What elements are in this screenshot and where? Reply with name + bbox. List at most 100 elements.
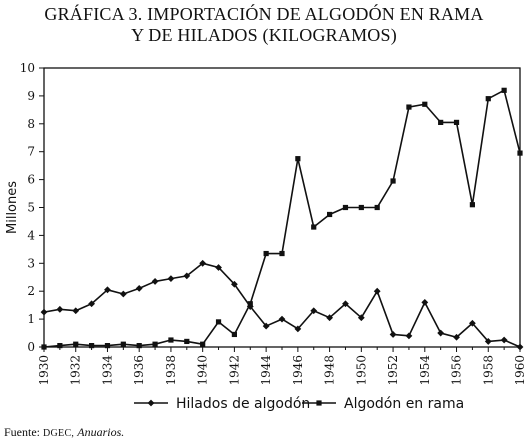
series-1-point <box>357 314 365 322</box>
chart-title-line-2: Y DE HILADOS (KILOGRAMOS) <box>131 25 397 45</box>
legend-label-1: Hilados de algodón <box>176 396 310 412</box>
series-2-point <box>438 119 444 126</box>
series-1-point <box>469 319 476 327</box>
series-2-point <box>374 204 380 211</box>
series-1-point <box>326 314 333 322</box>
y-tick-label: 4 <box>27 228 35 242</box>
series-2-point <box>358 204 364 211</box>
series-1-point <box>119 290 127 298</box>
series-1-point <box>104 286 111 294</box>
series-2-point <box>200 341 206 347</box>
y-tick-label: 7 <box>27 145 35 159</box>
series-1-point <box>262 322 270 330</box>
series-1-point <box>500 336 508 344</box>
series-2-point <box>469 202 475 208</box>
series-2-point <box>120 341 126 347</box>
series-1-point <box>405 332 413 340</box>
series-1-point <box>151 278 159 285</box>
x-tick-label: 1958 <box>481 355 495 386</box>
x-tick-label: 1938 <box>164 355 178 386</box>
legend-label-2: Algodón en rama <box>344 396 464 412</box>
legend-marker-1 <box>147 399 155 407</box>
series-1-point <box>437 329 445 337</box>
x-tick-label: 1930 <box>37 355 51 386</box>
y-tick-label: 8 <box>27 117 35 131</box>
legend-marker-2 <box>316 400 322 406</box>
series-2-point <box>406 104 412 110</box>
series-1-point <box>484 338 492 345</box>
chart-title: GRÁFICA 3. IMPORTACIÓN DE ALGODÓN EN RAM… <box>0 4 528 46</box>
series-1-point <box>56 305 64 313</box>
y-tick-label: 5 <box>27 201 35 215</box>
y-tick-label: 9 <box>27 89 35 103</box>
x-tick-label: 1944 <box>259 355 273 386</box>
series-1-point <box>199 259 207 267</box>
series-2-point <box>41 344 47 350</box>
series-1-point <box>183 272 191 280</box>
y-tick-label: 3 <box>27 256 35 270</box>
y-tick-label: 2 <box>27 284 35 298</box>
series-2-point <box>247 301 253 307</box>
series-2-point <box>485 96 491 102</box>
series-1-point <box>167 275 175 283</box>
series-1-point <box>88 300 95 308</box>
series-2-point <box>327 211 333 218</box>
series-1-point <box>453 333 460 341</box>
x-tick-label: 1932 <box>69 355 83 386</box>
series-2-point <box>501 87 507 93</box>
series-2-point <box>168 337 174 343</box>
chart-title-line-1: GRÁFICA 3. IMPORTACIÓN DE ALGODÓN EN RAM… <box>44 4 484 24</box>
series-2-point <box>184 338 190 345</box>
series-1-point <box>421 298 429 306</box>
y-tick-label: 1 <box>27 312 35 326</box>
series-1-point <box>373 287 381 295</box>
series-line-1 <box>43 262 521 348</box>
series-2-point <box>295 156 301 162</box>
series-1-point <box>72 307 80 315</box>
series-2-point <box>73 341 79 347</box>
series-1-point <box>342 300 349 308</box>
x-tick-label: 1934 <box>100 355 114 386</box>
x-tick-label: 1940 <box>196 355 210 386</box>
series-2-point <box>231 331 237 338</box>
series-2-point <box>136 343 142 349</box>
series-1-point <box>389 331 397 338</box>
x-tick-label: 1946 <box>291 355 305 386</box>
series-2-point <box>215 319 222 325</box>
series-2-point <box>311 224 317 230</box>
series-2-point <box>279 250 285 257</box>
series-1-point <box>135 285 143 292</box>
source-publication: Anuarios. <box>77 425 125 439</box>
series-2-point <box>89 343 95 349</box>
y-tick-label: 10 <box>20 61 35 75</box>
x-tick-label: 1942 <box>227 355 241 386</box>
series-2-point <box>104 343 111 349</box>
x-tick-label: 1954 <box>418 355 432 386</box>
series-2-point <box>152 341 158 347</box>
series-1-point <box>278 315 286 323</box>
series-2-point <box>422 101 428 107</box>
series-2-point <box>57 343 63 349</box>
y-tick-label: 6 <box>27 173 35 187</box>
series-1-point <box>231 280 238 288</box>
series-1-point <box>516 343 524 351</box>
x-tick-label: 1956 <box>450 355 464 386</box>
plot-frame <box>43 67 521 348</box>
series-2-point <box>342 204 349 211</box>
source-note: Fuente: DGEC, Anuarios. <box>4 425 124 440</box>
source-org: DGEC, <box>43 428 75 439</box>
y-tick-label: 0 <box>27 340 35 354</box>
series-2-point <box>517 150 523 156</box>
series-2-point <box>390 178 396 184</box>
series-1-point <box>40 308 48 316</box>
series-2-point <box>453 119 460 126</box>
x-tick-label: 1960 <box>513 355 527 386</box>
x-tick-label: 1936 <box>132 355 146 386</box>
series-1-point <box>294 325 302 333</box>
line-chart: 0 1 2 3 4 5 6 7 8 9 10 Millones 1930 1932 1934 1936 1938… <box>5 61 527 412</box>
y-axis-title: Millones <box>5 181 20 234</box>
x-tick-label: 1952 <box>386 355 400 386</box>
series-line-2 <box>43 89 521 348</box>
series-2-point <box>263 250 269 257</box>
source-label: Fuente: <box>4 425 40 439</box>
